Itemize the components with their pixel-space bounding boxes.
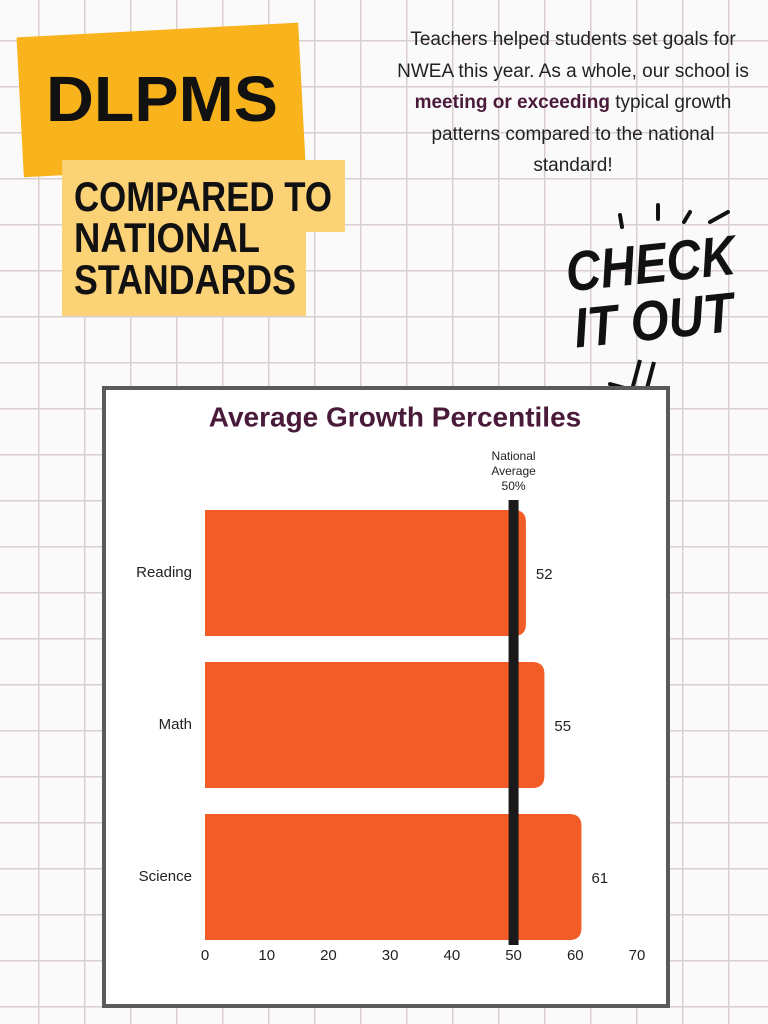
value-label: 55 [554,718,571,735]
value-label: 61 [591,870,608,887]
subtitle-box [62,232,306,316]
intro-part: Teachers helped students set goals for N… [397,29,749,82]
spark-lines [618,203,730,229]
subtitle-line: STANDARDS [74,256,296,303]
subtitle-box [62,160,345,232]
x-tick-label: 70 [629,947,646,964]
subtitle-line: COMPARED TO [74,173,332,220]
intro-text: Teachers helped students set goals for N… [392,24,754,182]
x-tick-label: 0 [201,947,209,964]
subtitle-line: NATIONAL [74,214,260,261]
y-tick-label: Science [139,868,192,885]
intro-part: typical growth patterns compared to the … [431,92,732,176]
y-tick-label: Reading [136,564,192,581]
chart-title: Average Growth Percentiles [209,401,581,432]
x-tick-label: 20 [320,947,337,964]
reference-label: National [492,449,536,463]
x-tick-label: 30 [382,947,399,964]
bar [205,510,526,636]
title-box [16,22,306,178]
bar [205,814,582,940]
x-tick-label: 40 [444,947,461,964]
bar [205,662,545,788]
x-tick-label: 10 [258,947,275,964]
reference-label: Average [491,464,536,478]
x-tick-label: 50 [505,947,522,964]
intro-highlight: meeting or exceeding [414,92,610,113]
y-tick-label: Math [159,716,192,733]
reference-label: 50% [502,479,526,493]
title: DLPMS [46,63,278,135]
value-label: 52 [536,566,553,583]
x-tick-label: 60 [567,947,584,964]
plot: 0 10 20 30 40 50 60 70 Reading 52 Math 55 Science 61 N… [136,449,645,964]
